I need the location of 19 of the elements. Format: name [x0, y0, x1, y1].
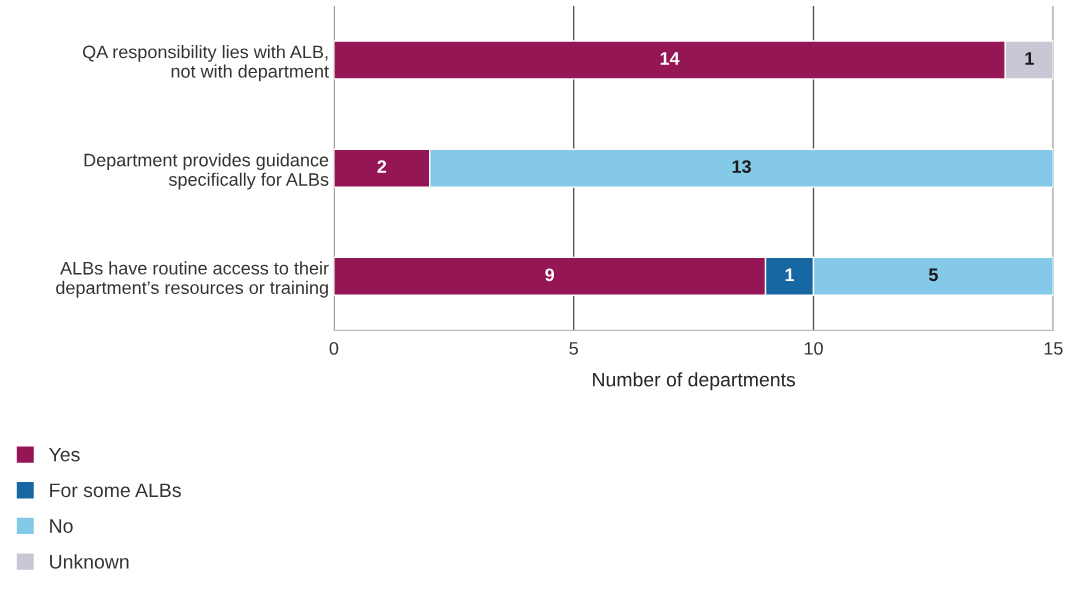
data-label: 1	[785, 268, 795, 281]
data-label: 9	[545, 268, 555, 282]
x-tick-label: 15	[1044, 342, 1063, 355]
data-label: 13	[732, 160, 751, 174]
x-tick-label: 0	[329, 341, 339, 355]
data-label: 5	[928, 268, 938, 282]
x-tick-label: 10	[804, 341, 823, 355]
data-label: 1	[1025, 52, 1034, 65]
y-tick-label: Department provides guidance specifically for ALBs	[84, 153, 329, 190]
data-label: 2	[377, 160, 387, 173]
legend-label: For some ALBs	[50, 483, 181, 498]
legend-label: No	[50, 519, 73, 533]
y-tick-label: QA responsibility lies with ALB, not with department	[82, 45, 329, 82]
x-axis-title: Number of departments	[593, 372, 796, 391]
y-tick-label: ALBs have routine access to their department’s resources or training	[56, 261, 329, 298]
data-label: 14	[660, 52, 680, 65]
x-tick-label: 5	[569, 342, 578, 355]
legend-label: Unknown	[50, 554, 129, 569]
legend-label: Yes	[49, 447, 80, 462]
